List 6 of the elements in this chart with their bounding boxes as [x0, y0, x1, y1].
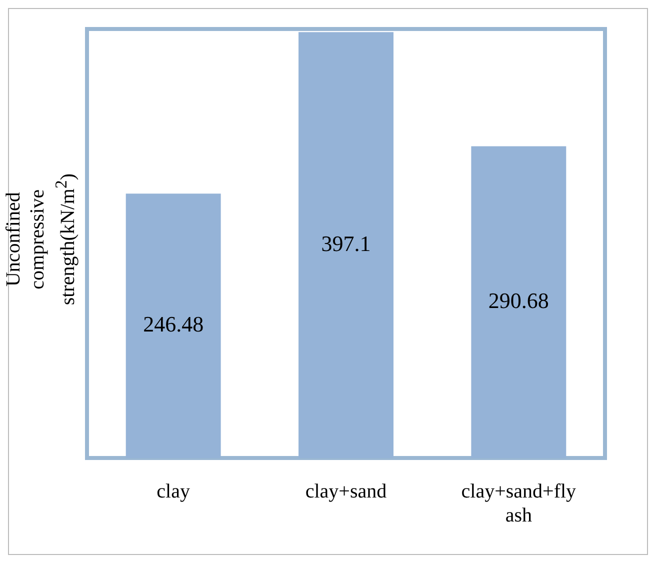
data-label: 397.1 — [321, 230, 371, 256]
data-label: 290.68 — [488, 288, 549, 313]
x-tick-label: clay — [156, 480, 190, 502]
data-label: 246.48 — [143, 312, 204, 337]
x-tick-label: clay+sand — [305, 480, 387, 502]
x-tick-label: clay+sand+fly ash — [461, 480, 576, 526]
